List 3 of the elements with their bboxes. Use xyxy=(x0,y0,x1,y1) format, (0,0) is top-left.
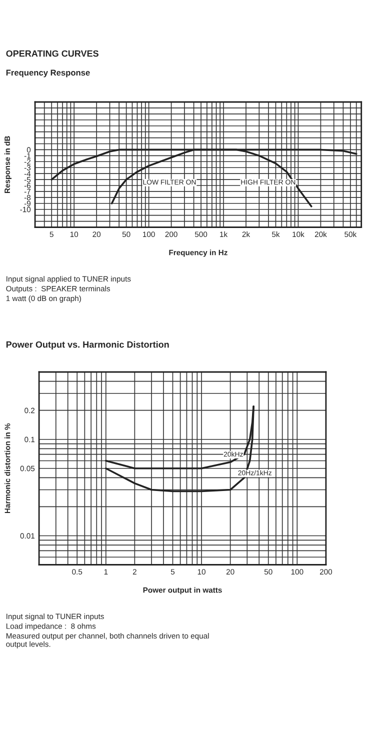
chart-title: OPERATING CURVES xyxy=(6,50,98,57)
chart-title: Power Output vs. Harmonic Distortion xyxy=(6,341,169,350)
chart-subtitle: Frequency Response xyxy=(6,70,90,78)
